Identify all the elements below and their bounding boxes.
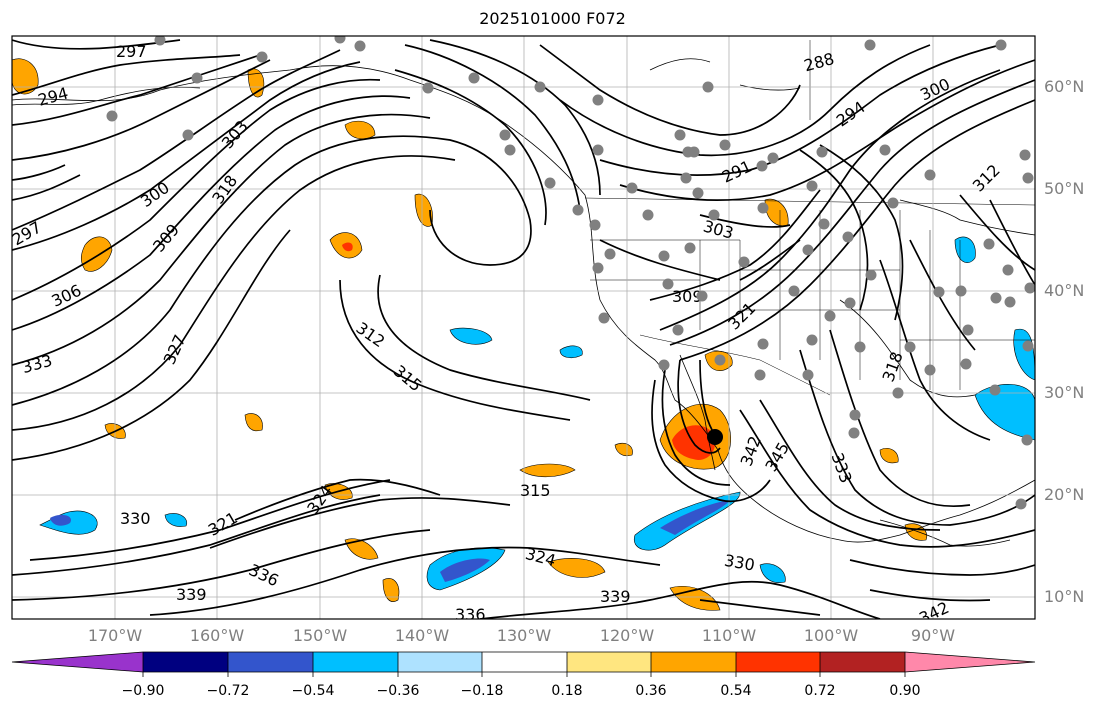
colorbar-segment	[398, 652, 482, 672]
lat-label: 10°N	[1044, 587, 1085, 606]
station-markers	[106, 36, 1035, 510]
contour-label: 297	[116, 42, 147, 61]
colorbar-segment	[567, 652, 651, 672]
colorbar-tick-label: 0.54	[720, 683, 752, 699]
lon-label: 160°W	[189, 626, 245, 645]
lat-label: 20°N	[1044, 485, 1085, 504]
lat-label: 30°N	[1044, 383, 1085, 402]
lon-label: 90°W	[910, 626, 956, 645]
contour-label: 315	[520, 481, 551, 500]
contour-label-group: 297 294 297 300 303 306 309 312 315 318 …	[12, 42, 1004, 624]
colorbar-tick-label: −0.54	[291, 683, 335, 699]
colorbar-segment	[736, 652, 820, 672]
colorbar-tick-label: −0.18	[460, 683, 504, 699]
contour-label: 336	[455, 605, 486, 624]
lat-label: 40°N	[1044, 281, 1085, 300]
lon-label: 130°W	[496, 626, 552, 645]
colorbar-segment	[143, 652, 228, 672]
contour-label: 309	[672, 287, 703, 306]
lon-label: 170°W	[87, 626, 143, 645]
shaded-fields	[12, 58, 1035, 611]
lon-label: 150°W	[292, 626, 348, 645]
colorbar-segment	[313, 652, 398, 672]
lon-label: 100°W	[803, 626, 859, 645]
political-borders	[584, 40, 1035, 396]
storm-center-marker	[707, 429, 723, 445]
colorbar-tick-label: −0.90	[121, 683, 165, 699]
colorbar-tick-label: 0.72	[804, 683, 836, 699]
plot-title: 2025101000 F072	[479, 9, 626, 28]
colorbar	[11, 651, 1036, 677]
colorbar-segment	[482, 652, 567, 672]
lat-label: 60°N	[1044, 77, 1085, 96]
colorbar-tick-label: 0.36	[635, 683, 667, 699]
contour-label: 339	[176, 585, 207, 604]
map-frame	[11, 35, 1036, 620]
colorbar-tick-label: −0.72	[206, 683, 250, 699]
colorbar-segment	[228, 652, 313, 672]
lon-label: 120°W	[599, 626, 655, 645]
contour-lines	[12, 39, 1035, 619]
lon-label: 110°W	[701, 626, 757, 645]
colorbar-segment	[820, 652, 905, 672]
contour-label: 339	[600, 587, 631, 606]
colorbar-extend-max	[905, 652, 1035, 672]
colorbar-tick-label: −0.36	[376, 683, 420, 699]
lat-label: 50°N	[1044, 179, 1085, 198]
map-area	[12, 36, 1035, 619]
contour-label: 330	[120, 509, 151, 528]
coastlines	[12, 58, 1035, 547]
colorbar-tick-label: 0.18	[551, 683, 583, 699]
colorbar-segment	[651, 652, 736, 672]
lon-label: 140°W	[394, 626, 450, 645]
colorbar-tick-label: 0.90	[889, 683, 921, 699]
colorbar-extend-min	[12, 652, 143, 672]
